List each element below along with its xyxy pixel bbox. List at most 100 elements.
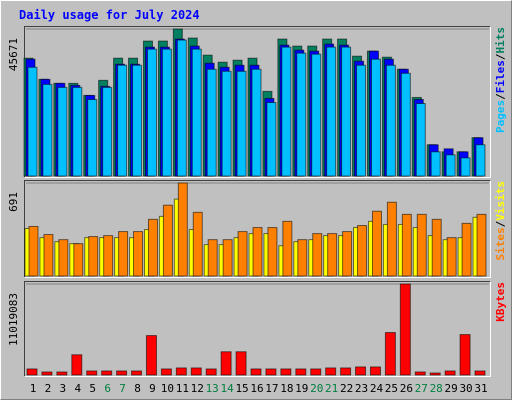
bar [207,239,218,277]
panel-bevel-light [24,26,491,178]
bar [102,86,113,177]
bar [371,210,382,277]
bar [312,233,323,277]
panel [24,281,491,377]
bar [71,354,83,376]
bar [192,211,203,277]
bar [252,227,263,277]
bar [384,332,396,376]
bar [101,370,113,376]
bar [131,370,143,376]
bar [58,239,69,277]
x-tick-label: 16 [250,382,263,395]
bar [251,68,262,177]
legend-entry: Pages [494,100,507,133]
legend-separator: / [494,93,507,100]
x-tick-label: 3 [60,382,67,395]
bar [161,48,172,177]
bar [401,213,412,277]
bar [474,370,486,376]
bar [175,367,187,376]
chart-title: Daily usage for July 2024 [19,8,200,22]
x-tick-label: 29 [445,382,458,395]
bar [41,371,53,376]
bar [386,201,397,277]
bar [446,237,457,277]
bar [385,64,396,177]
legend-separator: / [494,53,507,60]
bar [356,64,367,177]
x-tick-label: 24 [370,382,384,395]
x-tick-label: 27 [415,382,428,395]
bar [295,368,307,376]
x-tick-label: 17 [265,382,278,395]
y-tick-label: 45671 [7,38,20,71]
x-tick-label: 7 [119,382,126,395]
bar [355,366,367,376]
bar [369,366,381,376]
x-tick-label: 5 [89,382,96,395]
bar [27,66,38,177]
bar [190,367,202,376]
x-tick-label: 11 [176,382,189,395]
legend-separator: / [494,220,507,227]
bar [429,372,441,376]
x-tick-label: 26 [400,382,413,395]
bar [133,231,144,277]
bar [145,335,157,376]
panel-bevel-dark [24,281,491,377]
x-tick-label: 30 [459,382,472,395]
bar [431,218,442,277]
x-tick-label: 2 [45,382,52,395]
x-tick-label: 9 [149,382,156,395]
bar [146,48,157,177]
bar [326,46,337,177]
bar [281,46,292,177]
bar [370,58,381,177]
bar [296,52,307,177]
bar [297,239,308,277]
bar [222,239,233,277]
x-tick-label: 8 [134,382,141,395]
bar [132,64,143,177]
y-tick-label: 11019083 [7,293,20,346]
bar [445,154,456,177]
bar [327,233,338,277]
legend-entry: Sites [494,227,507,260]
bar [340,367,352,376]
bar [220,351,232,376]
bar [430,151,441,177]
bar [266,102,277,177]
legend: Pages/Files/Hits [494,27,507,133]
bar [26,368,38,376]
bar [400,72,411,177]
bar [28,225,39,277]
bar [250,368,262,376]
bar [357,225,368,277]
x-tick-label: 22 [340,382,353,395]
x-tick-label: 21 [325,382,338,395]
bar [118,231,129,277]
bar [236,70,247,177]
bar [265,368,277,376]
bar [310,368,322,376]
bar [117,64,128,177]
bar [414,371,426,376]
bar [88,236,99,277]
bar [147,218,158,277]
bar [342,231,353,277]
bar [476,213,487,277]
bar [43,234,54,277]
bar [72,86,83,177]
bar [87,98,98,177]
bar [103,235,114,277]
x-tick-label: 6 [104,382,111,395]
x-tick-label: 20 [310,382,323,395]
legend-entry: Files [494,60,507,93]
bar [416,213,427,277]
legend: Sites/Visits [494,181,507,261]
bar [56,371,68,376]
bar [57,86,68,177]
